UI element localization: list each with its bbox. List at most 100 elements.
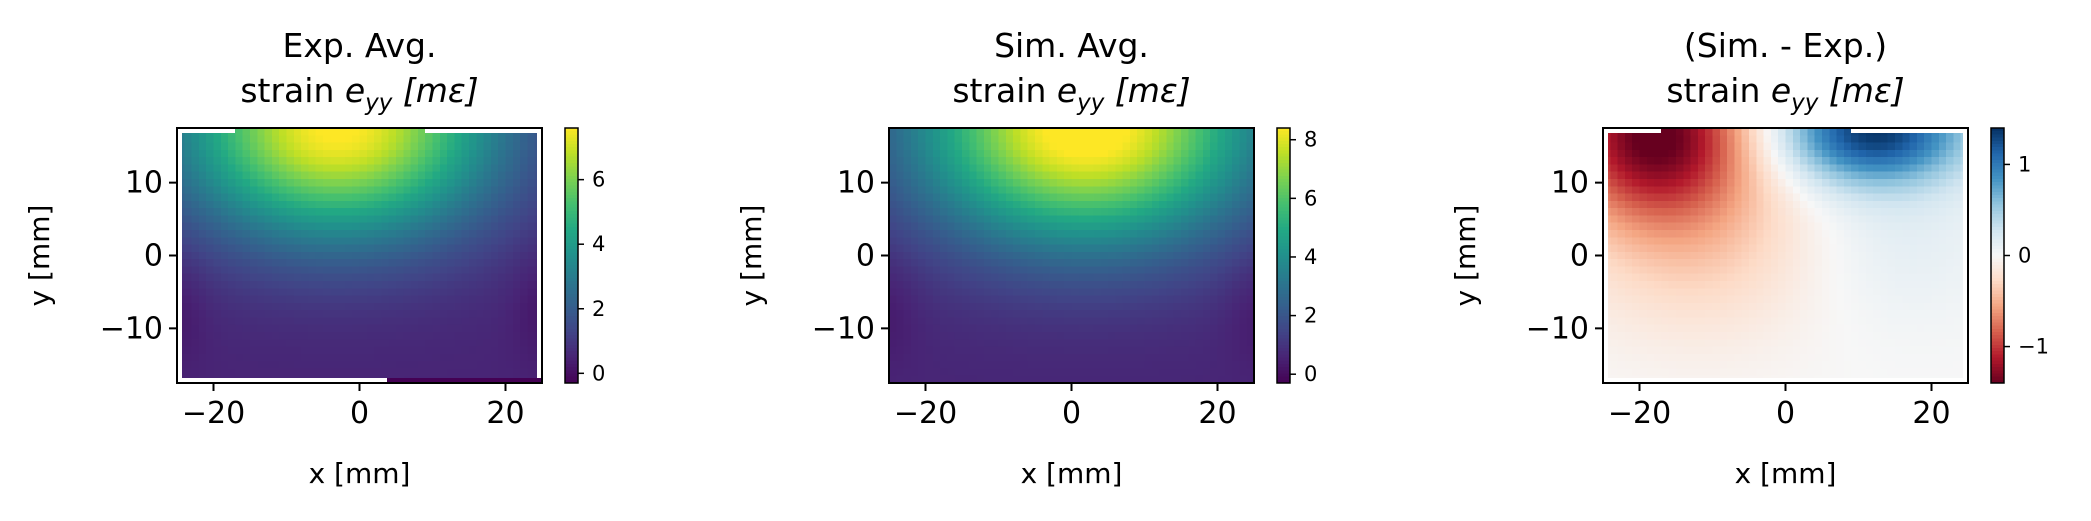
heatmap-cell <box>461 186 470 195</box>
heatmap-cell <box>947 339 956 348</box>
heatmap-cell <box>359 324 368 333</box>
heatmap-cell <box>271 259 280 268</box>
heatmap-cell <box>279 353 288 362</box>
heatmap-cell <box>1851 259 1860 268</box>
heatmap-cell <box>1829 273 1838 282</box>
heatmap-cell <box>918 259 927 268</box>
heatmap-cell <box>337 368 346 377</box>
heatmap-cell <box>1035 142 1043 151</box>
heatmap-cell <box>1843 281 1852 289</box>
heatmap-cell <box>184 186 193 195</box>
heatmap-cell <box>432 339 441 348</box>
heatmap-cell <box>512 179 521 187</box>
heatmap-cell <box>1071 266 1080 275</box>
heatmap-cell <box>447 179 455 187</box>
heatmap-cell <box>366 164 375 173</box>
heatmap-cell <box>1115 324 1124 333</box>
heatmap-cell <box>527 215 536 224</box>
heatmap-cell <box>1137 375 1146 384</box>
heatmap-cell <box>359 259 368 268</box>
heatmap-cell <box>206 368 215 377</box>
heatmap-cell <box>1661 230 1670 238</box>
heatmap-cell <box>432 310 441 319</box>
heatmap-cell <box>1873 164 1881 173</box>
heatmap-cell <box>1683 273 1692 282</box>
heatmap-cell <box>293 164 302 173</box>
heatmap-cell <box>1909 179 1918 187</box>
heatmap-cell <box>1086 193 1094 202</box>
heatmap-cell <box>1224 259 1233 268</box>
heatmap-cell <box>998 368 1007 377</box>
heatmap-cell <box>271 164 280 173</box>
heatmap-cell <box>410 128 419 136</box>
heatmap-cell <box>903 368 912 377</box>
heatmap-cell <box>1224 200 1233 209</box>
heatmap-cell <box>954 179 963 187</box>
heatmap-cell <box>918 317 927 326</box>
heatmap-cell <box>1741 244 1750 253</box>
heatmap-cell <box>396 339 404 348</box>
heatmap-cell <box>1056 222 1065 231</box>
heatmap-cell <box>206 135 215 144</box>
colorbar-segment <box>1277 354 1290 359</box>
heatmap-cell <box>1195 302 1204 311</box>
heatmap-cell <box>889 237 897 246</box>
heatmap-cell <box>1880 266 1889 275</box>
heatmap-cell <box>447 193 455 202</box>
heatmap-cell <box>490 208 499 217</box>
heatmap-cell <box>1734 179 1743 187</box>
heatmap-cell <box>1195 142 1204 151</box>
heatmap-cell <box>954 193 963 202</box>
heatmap-cell <box>1027 324 1036 333</box>
heatmap-cell <box>1217 208 1226 217</box>
heatmap-cell <box>417 353 426 362</box>
colorbar-segment <box>565 261 578 266</box>
heatmap-cell <box>1865 142 1874 151</box>
heatmap-cell <box>1027 361 1036 370</box>
heatmap-cell <box>286 273 295 282</box>
heatmap-cell <box>264 215 273 224</box>
heatmap-cell <box>1056 375 1065 384</box>
heatmap-cell <box>1159 266 1167 275</box>
heatmap-cell <box>432 142 441 151</box>
heatmap-cell <box>1035 339 1043 348</box>
heatmap-cell <box>447 368 455 377</box>
heatmap-cell <box>1705 295 1714 304</box>
heatmap-cell <box>1115 375 1124 384</box>
heatmap-cell <box>918 295 927 304</box>
heatmap-cell <box>1224 295 1233 304</box>
heatmap-cell <box>1851 244 1860 253</box>
heatmap-cell <box>1035 375 1043 384</box>
heatmap-cell <box>410 244 419 253</box>
heatmap-cell <box>1719 288 1728 297</box>
heatmap-cell <box>1705 200 1714 209</box>
heatmap-cell <box>896 273 905 282</box>
heatmap-cell <box>1851 186 1860 195</box>
heatmap-cell <box>301 273 309 282</box>
heatmap-cell <box>374 200 382 209</box>
heatmap-cell <box>286 128 295 136</box>
heatmap-cell <box>184 317 193 326</box>
heatmap-cell <box>976 368 985 377</box>
heatmap-cell <box>1617 259 1626 268</box>
heatmap-cell <box>1778 251 1787 260</box>
heatmap-cell <box>1632 281 1641 289</box>
heatmap-cell <box>1144 222 1153 231</box>
heatmap-cell <box>1181 222 1189 231</box>
heatmap-cell <box>1763 179 1772 187</box>
heatmap-cell <box>1013 259 1021 268</box>
heatmap-cell <box>301 317 309 326</box>
heatmap-cell <box>1946 288 1954 297</box>
heatmap-cell <box>1902 135 1911 144</box>
heatmap-cell <box>410 193 419 202</box>
heatmap-cell <box>1858 193 1867 202</box>
heatmap-cell <box>1668 266 1677 275</box>
heatmap-cell <box>1873 251 1881 260</box>
heatmap-cell <box>1624 171 1633 180</box>
heatmap-cell <box>213 317 222 326</box>
heatmap-cell <box>1887 208 1896 217</box>
heatmap-cell <box>483 142 492 151</box>
heatmap-cell <box>896 281 905 289</box>
colorbar-segment <box>565 316 578 320</box>
heatmap-cell <box>432 200 441 209</box>
